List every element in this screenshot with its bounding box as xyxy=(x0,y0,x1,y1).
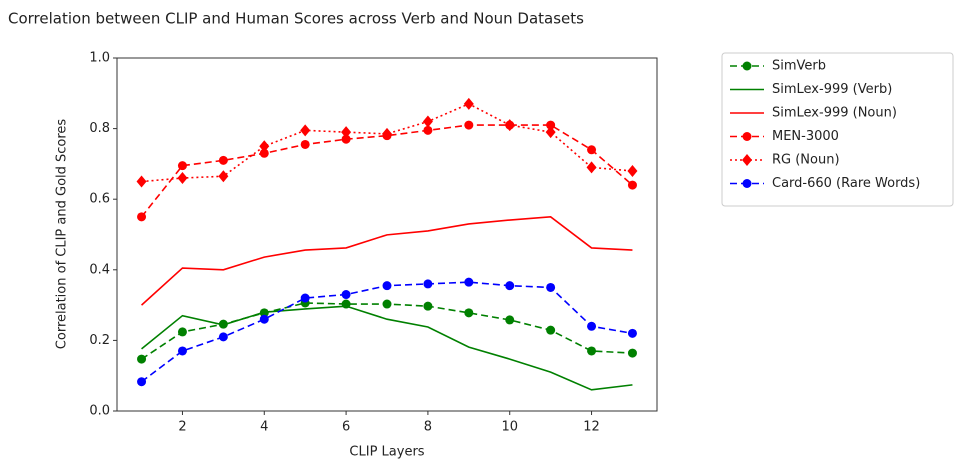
data-point xyxy=(341,290,351,300)
data-point xyxy=(504,119,515,132)
data-point xyxy=(177,161,187,171)
legend-marker xyxy=(742,179,752,188)
data-point xyxy=(300,139,310,149)
data-point xyxy=(587,346,597,356)
plot-frame xyxy=(116,57,658,412)
data-point xyxy=(505,281,515,291)
data-point xyxy=(587,321,597,331)
data-point xyxy=(463,97,474,110)
data-point xyxy=(218,170,229,183)
data-point xyxy=(137,354,147,364)
data-point xyxy=(505,315,515,325)
data-point xyxy=(137,212,147,222)
x-tick-label: 4 xyxy=(260,420,268,435)
x-tick-label: 2 xyxy=(178,420,186,435)
series-line xyxy=(141,305,633,391)
data-point xyxy=(586,161,597,174)
data-point xyxy=(546,120,556,130)
data-point xyxy=(546,325,556,335)
data-point xyxy=(300,293,310,303)
data-point xyxy=(218,332,228,342)
x-tick-label: 6 xyxy=(342,420,350,435)
data-point xyxy=(259,314,269,324)
y-tick-label: 0.4 xyxy=(89,262,110,277)
data-point xyxy=(464,277,474,287)
y-tick-label: 0.8 xyxy=(89,121,110,136)
y-tick-label: 0.0 xyxy=(89,404,110,419)
y-tick-label: 1.0 xyxy=(89,51,110,66)
data-point xyxy=(546,282,556,292)
data-point xyxy=(259,140,270,153)
x-tick-label: 10 xyxy=(501,420,518,435)
data-point xyxy=(423,301,433,311)
legend-marker xyxy=(742,132,752,141)
x-axis-label: CLIP Layers xyxy=(349,445,424,460)
series-line xyxy=(141,281,633,383)
legend-marker xyxy=(742,154,752,166)
legend-label: SimLex-999 (Verb) xyxy=(772,82,892,97)
data-point xyxy=(137,377,147,387)
data-point xyxy=(177,346,187,356)
legend-label: RG (Noun) xyxy=(772,153,840,168)
legend-marker xyxy=(742,61,752,71)
legend-label: MEN-3000 xyxy=(772,129,839,144)
data-point xyxy=(545,126,556,139)
data-point xyxy=(341,126,352,139)
x-tick-label: 12 xyxy=(583,420,600,435)
data-point xyxy=(627,164,638,177)
data-point xyxy=(341,134,351,144)
series-line xyxy=(141,216,633,306)
series-line xyxy=(141,103,633,183)
legend-label: SimLex-999 (Noun) xyxy=(772,106,897,121)
legend-label: Card-660 (Rare Words) xyxy=(772,176,920,191)
x-tick-label: 8 xyxy=(424,420,432,435)
data-point xyxy=(587,145,597,155)
data-point xyxy=(422,115,433,128)
chart-title: Correlation between CLIP and Human Score… xyxy=(8,10,584,28)
data-point xyxy=(627,180,637,190)
data-point xyxy=(382,127,392,140)
data-point xyxy=(627,348,637,358)
data-point xyxy=(627,328,637,338)
data-point xyxy=(259,148,269,158)
data-point xyxy=(423,279,433,289)
data-point xyxy=(300,124,311,137)
data-point xyxy=(218,155,228,165)
data-point xyxy=(177,327,187,337)
legend-box xyxy=(721,52,954,207)
data-point xyxy=(423,125,433,135)
y-tick-label: 0.6 xyxy=(89,192,110,207)
data-point xyxy=(382,281,392,291)
y-tick-label: 0.2 xyxy=(89,333,110,348)
data-point xyxy=(464,120,474,130)
data-point xyxy=(136,175,147,188)
data-point xyxy=(464,308,474,318)
legend-label: SimVerb xyxy=(772,59,826,74)
data-point xyxy=(177,172,188,185)
y-axis-label: Correlation of CLIP and Gold Scores xyxy=(55,119,70,350)
data-point xyxy=(382,299,392,309)
series-line xyxy=(141,302,633,360)
